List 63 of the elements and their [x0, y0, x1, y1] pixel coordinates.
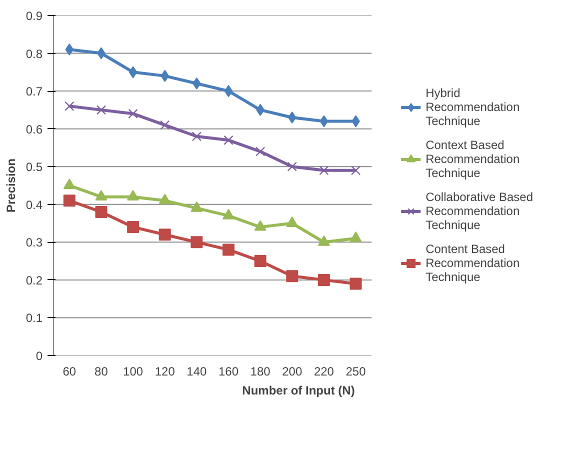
point [64, 101, 74, 112]
point [286, 270, 298, 282]
legend-label: Context Based Recommendation Technique [426, 138, 520, 180]
point [95, 206, 108, 218]
y-tick-label: 0.9 [26, 9, 43, 23]
x-tick-label: 120 [154, 364, 176, 378]
x-tick-label: 140 [186, 364, 208, 378]
legend-label: Collaborative Based Recommendation Technique [426, 190, 533, 232]
point [222, 244, 234, 256]
point [350, 166, 361, 176]
x-tick-label: 160 [218, 364, 239, 378]
point [320, 115, 328, 128]
y-axis-title: Precision [4, 158, 18, 213]
point [350, 278, 362, 290]
point [160, 120, 170, 130]
y-tick-label: 0.1 [26, 311, 43, 326]
point [318, 235, 330, 246]
point [63, 178, 76, 190]
y-tick-label: 0.7 [26, 84, 43, 99]
point [65, 44, 74, 56]
point [350, 232, 362, 242]
x-tick-label: 60 [62, 364, 76, 378]
point [287, 162, 297, 172]
point [192, 78, 201, 90]
x-tick-label: 100 [123, 364, 144, 378]
point [222, 208, 234, 220]
y-tick-label: 0.2 [26, 273, 43, 288]
point [127, 221, 140, 234]
x-axis-title: Number of Input (N) [242, 384, 355, 398]
point [127, 190, 140, 201]
y-tick-label: 0.8 [26, 46, 43, 61]
point [160, 70, 170, 82]
point [255, 146, 266, 156]
x-tick-label: 250 [346, 364, 366, 378]
point [254, 220, 266, 231]
point [190, 201, 203, 212]
point [96, 105, 106, 115]
y-tick-label: 0.5 [26, 160, 43, 174]
y-tick-label: 0.6 [26, 122, 43, 136]
x-tick-label: 220 [314, 364, 334, 378]
point [158, 194, 171, 204]
point [128, 108, 138, 119]
point [286, 216, 298, 227]
point [192, 132, 202, 142]
legend-label: Content Based Recommendation Technique [426, 242, 520, 284]
y-tick-label: 0.3 [26, 236, 43, 250]
point [224, 85, 233, 98]
point [158, 228, 171, 241]
y-tick-label: 0.4 [26, 198, 43, 212]
y-tick-label: 0 [36, 349, 43, 363]
point [319, 166, 329, 176]
point [288, 112, 296, 124]
legend-label: Hybrid Recommendation Technique [426, 86, 520, 128]
x-tick-label: 180 [250, 364, 271, 378]
x-tick-label: 80 [94, 364, 108, 378]
point [224, 135, 234, 146]
point [95, 190, 108, 201]
point [190, 236, 203, 248]
point [128, 66, 138, 78]
point [318, 274, 330, 286]
point [254, 255, 266, 268]
point [63, 194, 76, 207]
x-tick-label: 200 [282, 364, 302, 378]
